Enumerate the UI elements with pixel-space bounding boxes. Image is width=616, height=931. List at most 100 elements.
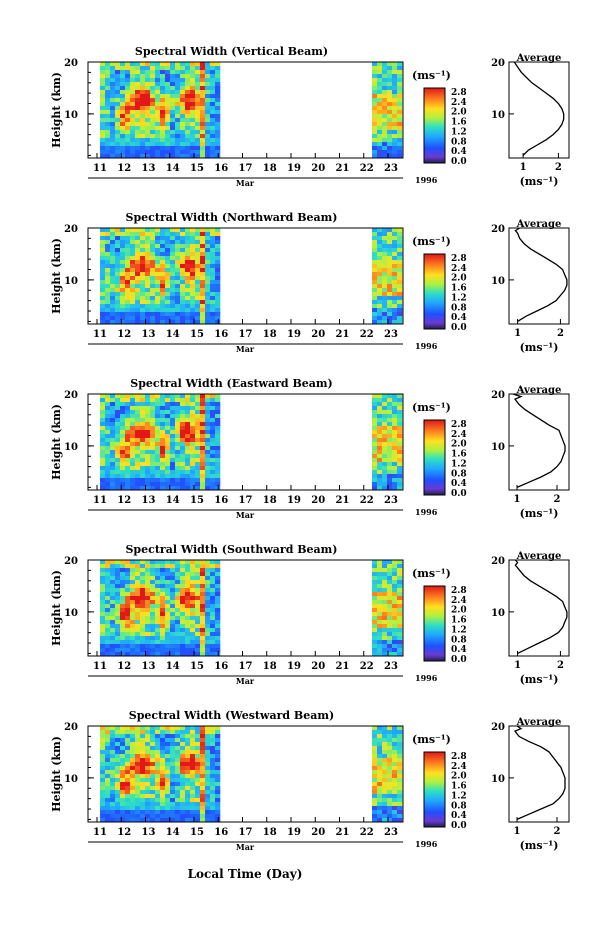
heatmap-cell xyxy=(175,814,181,819)
heatmap-cell xyxy=(165,450,171,455)
heatmap-cell xyxy=(180,600,186,605)
heatmap-cell xyxy=(160,632,166,637)
heatmap-cell xyxy=(382,114,388,119)
heatmap-cell xyxy=(105,122,111,127)
heatmap-cell xyxy=(120,66,126,71)
heatmap-cell xyxy=(397,608,403,613)
heatmap-cell xyxy=(120,738,126,743)
heatmap-cell xyxy=(145,394,151,399)
heatmap-cell xyxy=(392,482,398,487)
heatmap-cell xyxy=(205,320,211,325)
heatmap-cell xyxy=(150,726,156,731)
heatmap-cell xyxy=(155,256,161,261)
heatmap-cell xyxy=(170,252,176,257)
heatmap-cell xyxy=(150,604,156,609)
colorbar-tick-label: 1.6 xyxy=(451,450,467,460)
heatmap-cell xyxy=(110,122,116,127)
heatmap-cell xyxy=(382,466,388,471)
heatmap-cell xyxy=(195,118,201,123)
heatmap-cell xyxy=(215,66,221,71)
heatmap-cell xyxy=(165,778,171,783)
heatmap-cell xyxy=(200,726,206,731)
heatmap-cell xyxy=(190,154,196,159)
heatmap-cell xyxy=(210,596,216,601)
heatmap-cell xyxy=(100,256,106,261)
heatmap-cell xyxy=(120,612,126,617)
heatmap-cell xyxy=(185,320,191,325)
heatmap-cell xyxy=(160,746,166,751)
heatmap-cell xyxy=(180,806,186,811)
heatmap-cell xyxy=(150,454,156,459)
heatmap-cell xyxy=(110,312,116,317)
heatmap-cell xyxy=(397,810,403,815)
heatmap-cell xyxy=(150,398,156,403)
heatmap-cell xyxy=(160,146,166,151)
heatmap-cell xyxy=(190,102,196,107)
heatmap-cell xyxy=(100,304,106,309)
heatmap-cell xyxy=(135,754,141,759)
heatmap-cell xyxy=(145,746,151,751)
x-tick-label: 16 xyxy=(214,495,228,506)
heatmap-cell xyxy=(100,806,106,811)
heatmap-cell xyxy=(210,576,216,581)
heatmap-cell xyxy=(170,236,176,241)
year-label: 1996 xyxy=(415,341,438,351)
heatmap-cell xyxy=(165,320,171,325)
heatmap-cell xyxy=(215,454,221,459)
heatmap-cell xyxy=(210,426,216,431)
heatmap-cell xyxy=(110,146,116,151)
heatmap-cell xyxy=(130,288,136,293)
heatmap-cell xyxy=(145,272,151,277)
heatmap-cell xyxy=(165,410,171,415)
heatmap-cell xyxy=(140,114,146,119)
heatmap-cell xyxy=(150,126,156,131)
heatmap-cell xyxy=(165,406,171,411)
heatmap-cell xyxy=(160,422,166,427)
colorbar-label: (ms⁻¹) xyxy=(412,235,451,248)
heatmap-cell xyxy=(120,778,126,783)
heatmap-cell xyxy=(115,300,121,305)
heatmap-cell xyxy=(160,624,166,629)
heatmap-cell xyxy=(382,786,388,791)
heatmap-cell xyxy=(160,106,166,111)
heatmap-cell xyxy=(200,94,206,99)
heatmap-cell xyxy=(190,300,196,305)
heatmap-cell xyxy=(200,466,206,471)
heatmap-cell xyxy=(165,802,171,807)
heatmap-cell xyxy=(195,608,201,613)
heatmap-cell xyxy=(205,478,211,483)
heatmap-cell xyxy=(110,304,116,309)
heatmap-cell xyxy=(387,482,393,487)
y-tick-label: 10 xyxy=(64,110,78,121)
heatmap-cell xyxy=(195,422,201,427)
x-tick-label: 12 xyxy=(117,329,131,340)
heatmap-cell xyxy=(170,146,176,151)
heatmap-cell xyxy=(110,418,116,423)
heatmap-cell xyxy=(160,596,166,601)
heatmap-cell xyxy=(110,74,116,79)
heatmap-cell xyxy=(170,288,176,293)
x-tick-label: 18 xyxy=(263,661,277,672)
heatmap-cell xyxy=(155,762,161,767)
heatmap-cell xyxy=(210,644,216,649)
heatmap-cell xyxy=(392,320,398,325)
heatmap-cell xyxy=(180,470,186,475)
heatmap-cell xyxy=(387,648,393,653)
heatmap-cell xyxy=(125,806,131,811)
heatmap-cell xyxy=(140,466,146,471)
heatmap-cell xyxy=(160,62,166,67)
heatmap-cell xyxy=(170,458,176,463)
heatmap-cell xyxy=(170,138,176,143)
heatmap-cell xyxy=(382,422,388,427)
heatmap-cell xyxy=(215,446,221,451)
heatmap-cell xyxy=(372,758,378,763)
heatmap-cell xyxy=(100,734,106,739)
heatmap-cell xyxy=(105,312,111,317)
heatmap-cell xyxy=(155,580,161,585)
heatmap-cell xyxy=(130,150,136,155)
heatmap-cell xyxy=(190,66,196,71)
x-tick-label: 23 xyxy=(384,329,398,340)
heatmap-cell xyxy=(140,814,146,819)
heatmap-cell xyxy=(100,74,106,79)
heatmap-cell xyxy=(150,576,156,581)
